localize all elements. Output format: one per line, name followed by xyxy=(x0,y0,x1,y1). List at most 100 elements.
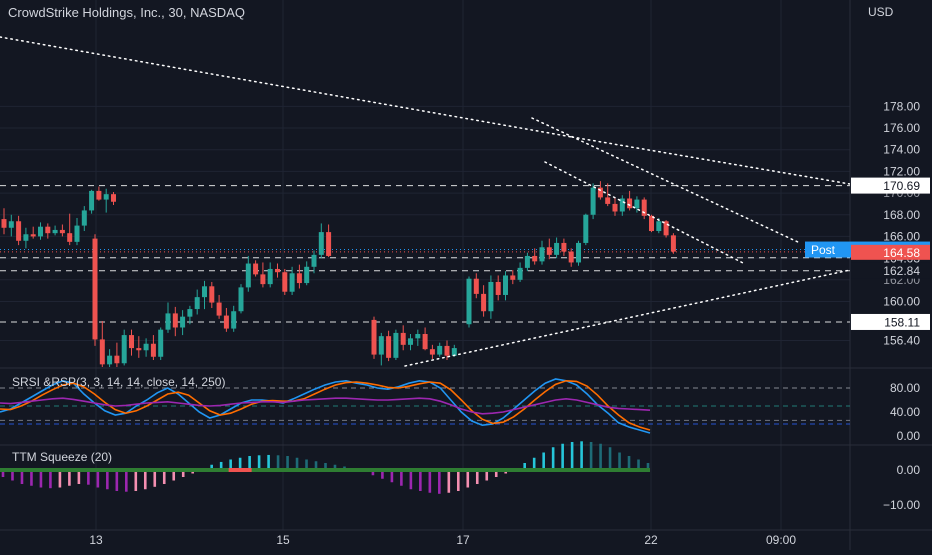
candle-body[interactable] xyxy=(597,187,603,198)
candle-body[interactable] xyxy=(23,234,29,241)
ttm-histogram-bar[interactable] xyxy=(618,452,621,471)
candle-body[interactable] xyxy=(59,229,65,234)
ttm-histogram-bar[interactable] xyxy=(400,470,403,486)
ttm-histogram-bar[interactable] xyxy=(30,470,33,486)
ttm-histogram-bar[interactable] xyxy=(390,470,394,483)
candle-body[interactable] xyxy=(429,349,435,355)
ttm-histogram-bar[interactable] xyxy=(466,470,470,488)
trendline[interactable] xyxy=(0,36,573,138)
ttm-histogram-bar[interactable] xyxy=(143,470,147,490)
ttm-histogram-bar[interactable] xyxy=(419,470,422,491)
ttm-histogram-bar[interactable] xyxy=(532,457,536,470)
srsi-indicator-title[interactable]: SRSI &RSP(3, 3, 14, 14, close, 14, 250) xyxy=(12,375,226,389)
level-price-badge[interactable] xyxy=(851,313,930,330)
candle-body[interactable] xyxy=(267,268,273,285)
candle-body[interactable] xyxy=(99,339,105,365)
candle-body[interactable] xyxy=(81,210,87,226)
candle-body[interactable] xyxy=(136,348,142,351)
ttm-histogram-bar[interactable] xyxy=(153,470,157,487)
candle-body[interactable] xyxy=(495,281,501,295)
candle-body[interactable] xyxy=(143,343,149,351)
candle-body[interactable] xyxy=(150,343,156,357)
ttm-histogram-bar[interactable] xyxy=(314,461,318,470)
candle-body[interactable] xyxy=(180,316,186,328)
ttm-histogram-bar[interactable] xyxy=(172,470,176,481)
ttm-histogram-bar[interactable] xyxy=(1,470,5,477)
candle-body[interactable] xyxy=(30,234,36,237)
candle-body[interactable] xyxy=(568,251,574,263)
ttm-histogram-bar[interactable] xyxy=(77,470,81,484)
ttm-histogram-bar[interactable] xyxy=(295,457,299,470)
candle-body[interactable] xyxy=(408,338,413,345)
candle-body[interactable] xyxy=(583,214,589,243)
candle-body[interactable] xyxy=(304,266,310,284)
ttm-histogram-bar[interactable] xyxy=(523,463,526,470)
trendline[interactable] xyxy=(531,117,801,244)
candle-body[interactable] xyxy=(656,221,662,232)
candle-body[interactable] xyxy=(311,254,317,267)
candle-body[interactable] xyxy=(605,197,611,204)
ttm-histogram-bar[interactable] xyxy=(49,470,52,489)
ttm-histogram-bar[interactable] xyxy=(485,470,489,481)
srsi-series-k[interactable] xyxy=(0,378,651,434)
ttm-histogram-bar[interactable] xyxy=(438,470,441,494)
candle-body[interactable] xyxy=(209,286,215,303)
ttm-histogram-bar[interactable] xyxy=(627,456,631,470)
ttm-histogram-bar[interactable] xyxy=(58,470,62,488)
candle-body[interactable] xyxy=(554,242,560,255)
candle-body[interactable] xyxy=(503,275,508,295)
ttm-histogram-bar[interactable] xyxy=(428,470,432,493)
candle-body[interactable] xyxy=(415,333,421,339)
ttm-histogram-bar[interactable] xyxy=(381,470,384,479)
ttm-histogram-bar[interactable] xyxy=(371,470,375,476)
ttm-histogram-bar[interactable] xyxy=(181,470,185,477)
ttm-histogram-bar[interactable] xyxy=(229,459,232,471)
srsi-series-rsi[interactable] xyxy=(0,397,651,415)
candle-body[interactable] xyxy=(103,194,109,200)
candle-body[interactable] xyxy=(532,255,538,262)
ttm-histogram-bar[interactable] xyxy=(257,455,261,470)
ttm-histogram-bar[interactable] xyxy=(276,455,280,470)
ttm-histogram-bar[interactable] xyxy=(248,456,251,470)
candle-body[interactable] xyxy=(649,215,654,232)
candle-body[interactable] xyxy=(96,190,102,200)
candle-body[interactable] xyxy=(202,286,207,298)
ttm-histogram-bar[interactable] xyxy=(646,463,650,470)
candle-body[interactable] xyxy=(466,278,472,325)
candle-body[interactable] xyxy=(481,293,487,312)
candle-body[interactable] xyxy=(451,348,457,356)
candle-body[interactable] xyxy=(114,355,120,364)
candle-body[interactable] xyxy=(289,273,295,292)
candle-body[interactable] xyxy=(260,274,266,285)
ttm-histogram-bar[interactable] xyxy=(96,470,100,488)
ttm-histogram-bar[interactable] xyxy=(456,470,460,491)
candle-body[interactable] xyxy=(92,238,98,340)
candle-body[interactable] xyxy=(16,221,22,241)
candle-body[interactable] xyxy=(326,232,332,256)
candle-body[interactable] xyxy=(275,268,280,273)
candle-body[interactable] xyxy=(223,315,229,329)
trendline[interactable] xyxy=(571,136,850,185)
ttm-histogram-bar[interactable] xyxy=(39,470,43,488)
ttm-histogram-bar[interactable] xyxy=(580,441,583,470)
ttm-histogram-bar[interactable] xyxy=(305,459,308,471)
ttm-histogram-bar[interactable] xyxy=(589,442,593,470)
ttm-histogram-bar[interactable] xyxy=(409,470,413,490)
candle-body[interactable] xyxy=(231,311,237,329)
candle-body[interactable] xyxy=(318,232,324,255)
ttm-histogram-bar[interactable] xyxy=(238,457,242,470)
ttm-histogram-bar[interactable] xyxy=(494,470,498,477)
candle-body[interactable] xyxy=(590,187,596,215)
ttm-histogram-bar[interactable] xyxy=(210,464,213,470)
candle-body[interactable] xyxy=(194,297,200,310)
ttm-histogram-bar[interactable] xyxy=(561,443,564,470)
candle-body[interactable] xyxy=(371,319,377,355)
candle-body[interactable] xyxy=(576,242,581,263)
candle-body[interactable] xyxy=(282,272,288,292)
ttm-histogram-bar[interactable] xyxy=(68,470,71,486)
ttm-histogram-bar[interactable] xyxy=(87,470,90,485)
trendline[interactable] xyxy=(544,161,746,265)
candle-body[interactable] xyxy=(111,194,116,202)
